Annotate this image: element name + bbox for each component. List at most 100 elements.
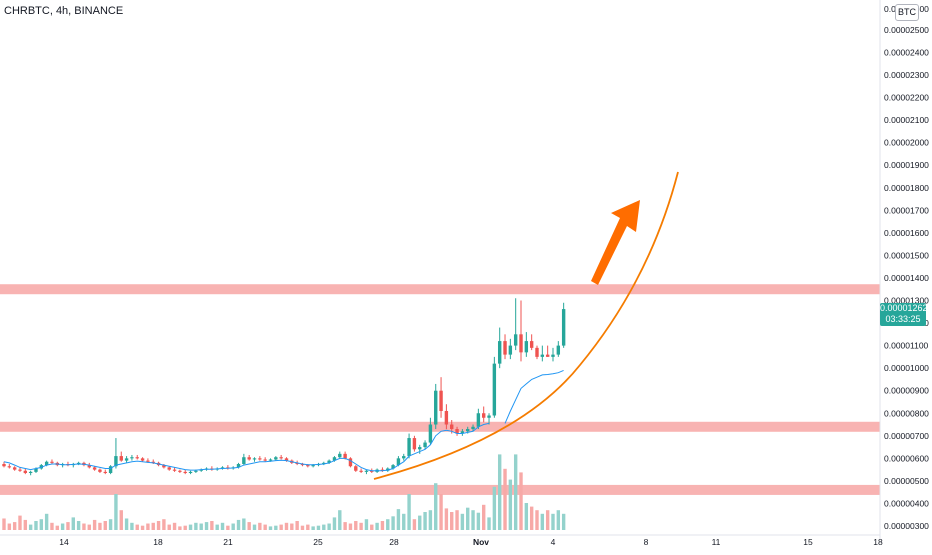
candle-body	[252, 458, 257, 460]
last-price-value: 0.00001262	[880, 303, 928, 313]
candle-body	[183, 471, 187, 474]
price-axis-label: 0.00000500	[884, 476, 929, 486]
volume-bar	[332, 517, 337, 530]
candle-body	[92, 467, 97, 470]
candle-body	[151, 461, 155, 463]
volume-bar	[114, 494, 118, 530]
volume-bar	[92, 519, 97, 530]
volume-bar	[183, 525, 187, 530]
price-axis-label: 0.00001000	[884, 363, 929, 373]
candle-body	[140, 458, 145, 461]
volume-bar	[391, 516, 395, 530]
time-axis-label: 8	[644, 537, 649, 547]
candle-body	[242, 457, 246, 464]
volume-bar	[529, 506, 534, 530]
price-axis-label: 0.00002500	[884, 25, 929, 35]
candle-body	[444, 410, 449, 425]
candle-body	[295, 462, 299, 464]
volume-bar	[172, 522, 177, 530]
volume-bar	[55, 525, 59, 530]
candle-body	[87, 465, 91, 468]
volume-bar	[23, 519, 28, 530]
volume-bar	[151, 522, 155, 530]
candle-body	[114, 456, 118, 467]
candle-body	[407, 438, 411, 457]
volume-bar	[354, 521, 358, 530]
volume-bar	[108, 519, 113, 530]
candle-body	[434, 390, 438, 425]
volume-bar	[263, 524, 267, 530]
price-axis-label: 0.00000300	[884, 521, 929, 531]
last-price-tag: 0.00001262 03:33:25	[880, 303, 928, 326]
volume-bar	[460, 513, 465, 530]
candle-body	[39, 465, 44, 469]
time-axis-label: 21	[223, 537, 233, 547]
price-axis-label: 0.00001400	[884, 273, 929, 283]
candle-body	[199, 469, 203, 471]
volume-bar	[295, 521, 299, 530]
price-axis-label: 0.00002000	[884, 138, 929, 148]
volume-bar	[556, 510, 561, 530]
candle-body	[12, 467, 17, 470]
currency-badge[interactable]: BTC	[895, 4, 919, 21]
candle-body	[311, 465, 315, 467]
price-axis-label: 0.00002100	[884, 115, 929, 125]
volume-bar	[7, 523, 12, 530]
volume-bar	[402, 513, 406, 530]
volume-bar	[439, 494, 443, 530]
volume-bar	[39, 519, 44, 530]
candle-body	[503, 341, 507, 355]
volume-bar	[519, 472, 523, 530]
volume-bar	[471, 510, 475, 530]
price-axis-label: 0.00001700	[884, 205, 929, 215]
candle-body	[124, 458, 129, 461]
volume-bar	[535, 510, 539, 530]
candle-body	[23, 470, 28, 474]
volume-bar	[146, 523, 150, 530]
horizontal-zone	[0, 421, 880, 432]
volume-bar	[156, 521, 161, 530]
candle-body	[172, 469, 177, 471]
volume-bar	[130, 522, 134, 530]
volume-bar	[359, 522, 363, 530]
candle-body	[354, 466, 358, 471]
volume-bar	[178, 526, 182, 530]
candle-body	[519, 334, 523, 353]
volume-bar	[119, 510, 123, 530]
candle-body	[348, 458, 353, 467]
candle-body	[194, 470, 198, 472]
candle-body	[466, 429, 470, 432]
candle-body	[508, 345, 513, 355]
volume-bar	[220, 522, 225, 530]
volume-bar	[60, 523, 65, 530]
candle-body	[284, 458, 289, 461]
price-axis-label: 0.00001800	[884, 183, 929, 193]
volume-bar	[540, 513, 545, 530]
moving-average-line	[3, 422, 490, 472]
volume-bar	[71, 517, 75, 530]
candle-body	[327, 460, 331, 463]
volume-bar	[466, 507, 470, 530]
volume-bar	[242, 518, 246, 530]
price-axis-label: 0.00001600	[884, 228, 929, 238]
volume-bar	[375, 522, 379, 530]
volume-bar	[418, 515, 422, 530]
volume-bar	[231, 523, 235, 530]
candle-body	[306, 465, 310, 467]
volume-bar	[434, 483, 438, 530]
candle-body	[108, 466, 113, 474]
time-axis-label: 18	[873, 537, 883, 547]
trend-arrow	[591, 200, 640, 285]
volume-bar	[396, 509, 401, 530]
volume-bar	[28, 524, 33, 530]
candle-body	[524, 341, 529, 353]
candle-body	[535, 347, 539, 357]
volume-bar	[194, 522, 198, 530]
moving-average-line	[504, 369, 564, 424]
volume-bar	[215, 524, 219, 530]
volume-bar	[103, 521, 107, 530]
volume-bar	[18, 515, 22, 530]
volume-bar	[226, 525, 230, 530]
